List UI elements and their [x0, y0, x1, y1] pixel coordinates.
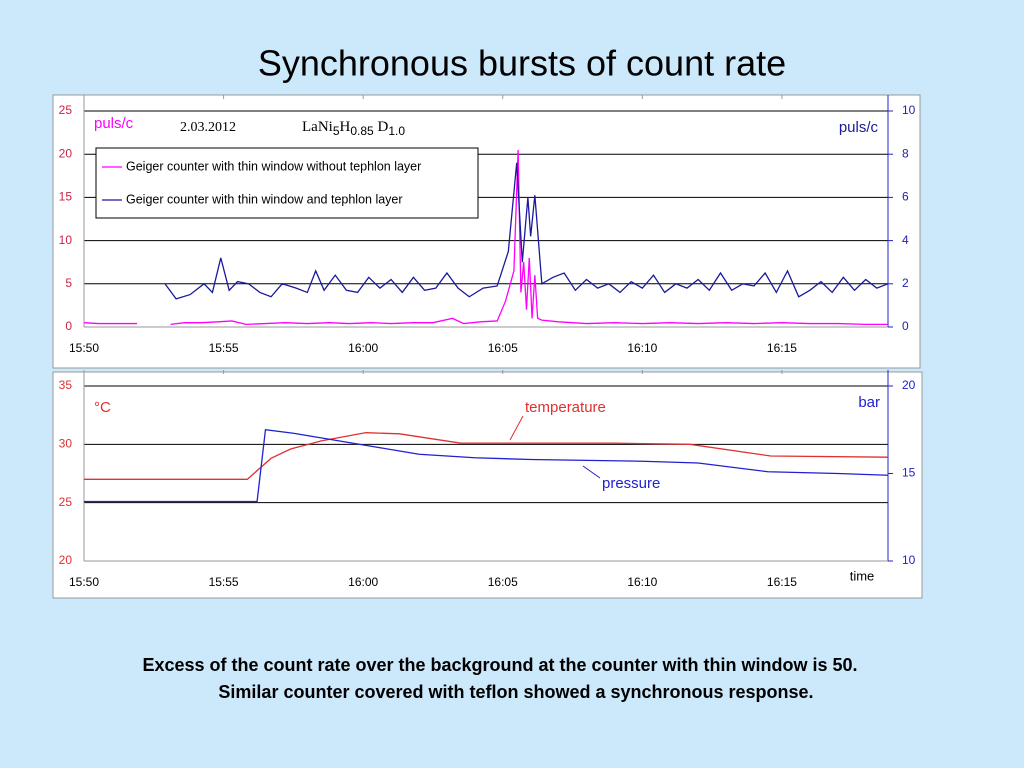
- y-tick-label: 5: [65, 276, 72, 290]
- y2-tick-label: 20: [902, 378, 916, 392]
- formula-part: D: [374, 119, 389, 135]
- y2-tick-label: 6: [902, 190, 909, 204]
- formula-part: 5: [333, 124, 340, 138]
- x-tick-label: 16:10: [627, 341, 657, 355]
- label-leader: [509, 415, 524, 441]
- y-tick-label: 35: [59, 378, 73, 392]
- y-tick-label: 25: [59, 103, 73, 117]
- x-tick-label: 16:00: [348, 341, 378, 355]
- formula-annotation: LaNi5H0.85 D1.0: [302, 119, 405, 138]
- formula-part: LaNi: [302, 119, 333, 135]
- x-tick-label: 16:00: [348, 575, 378, 589]
- legend-label: Geiger counter with thin window without …: [126, 159, 421, 173]
- y2-tick-label: 0: [902, 319, 909, 333]
- formula-part: 1.0: [388, 124, 405, 138]
- y-tick-label: 30: [59, 437, 73, 451]
- series-label: temperature: [525, 399, 606, 416]
- x-tick-label: 15:50: [69, 341, 99, 355]
- series-line: [164, 162, 889, 300]
- y-tick-label: 10: [59, 233, 73, 247]
- y-axis-label: puls/c: [94, 115, 134, 132]
- x-axis-label: time: [850, 568, 875, 583]
- x-tick-label: 15:55: [209, 575, 239, 589]
- y2-tick-label: 10: [902, 103, 916, 117]
- slide-title: Synchronous bursts of count rate: [258, 43, 786, 84]
- formula-part: 0.85: [350, 124, 374, 138]
- y2-tick-label: 10: [902, 553, 916, 567]
- y-tick-label: 20: [59, 146, 73, 160]
- y2-tick-label: 8: [902, 146, 909, 160]
- y-tick-label: 20: [59, 553, 73, 567]
- y-tick-label: 25: [59, 495, 73, 509]
- chart-panel: [52, 371, 923, 599]
- y-tick-label: 15: [59, 190, 73, 204]
- y2-axis-label: bar: [858, 394, 880, 411]
- y2-tick-label: 15: [902, 466, 916, 480]
- series-line: [84, 429, 889, 503]
- series-line: [84, 432, 889, 480]
- caption-line: Similar counter covered with teflon show…: [218, 682, 813, 702]
- label-leader: [582, 465, 601, 479]
- x-tick-label: 16:15: [767, 341, 797, 355]
- series-line: [170, 149, 888, 326]
- x-tick-label: 15:50: [69, 575, 99, 589]
- caption-line: Excess of the count rate over the backgr…: [142, 655, 857, 675]
- formula-part: H: [340, 119, 351, 135]
- x-tick-label: 16:10: [627, 575, 657, 589]
- series-line: [83, 322, 138, 325]
- y2-tick-label: 2: [902, 276, 909, 290]
- x-tick-label: 16:15: [767, 575, 797, 589]
- y2-tick-label: 4: [902, 233, 909, 247]
- x-tick-label: 16:05: [488, 341, 518, 355]
- y2-axis-label: puls/c: [839, 119, 879, 136]
- y-tick-label: 0: [65, 319, 72, 333]
- series-label: pressure: [602, 475, 660, 492]
- legend-box: [95, 147, 479, 219]
- legend-label: Geiger counter with thin window and teph…: [126, 192, 403, 206]
- y-axis-label: °C: [94, 399, 111, 416]
- x-tick-label: 16:05: [488, 575, 518, 589]
- date-annotation: 2.03.2012: [180, 120, 236, 135]
- x-tick-label: 15:55: [209, 341, 239, 355]
